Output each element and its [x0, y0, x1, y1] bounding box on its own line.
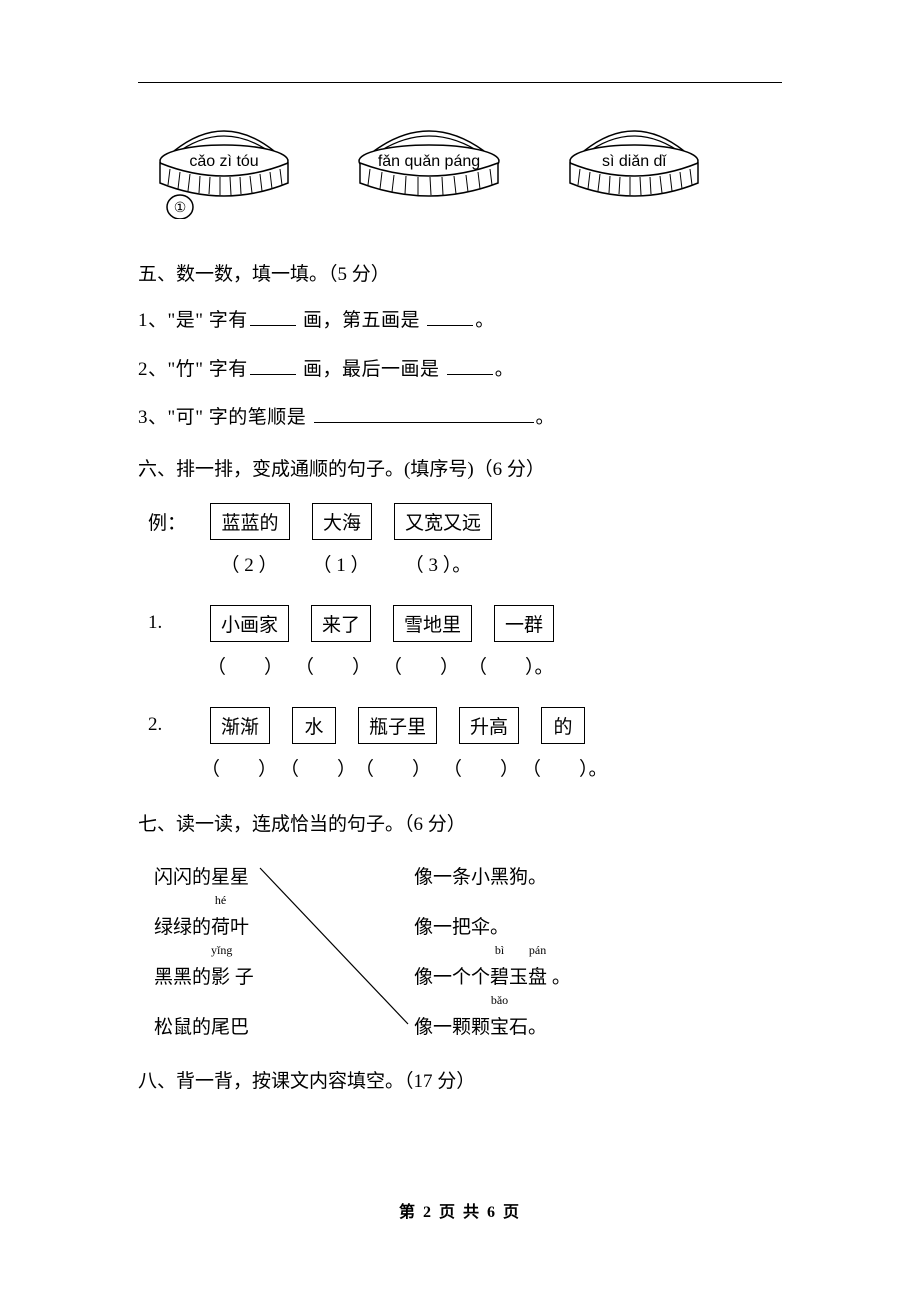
sec5-item-3: 3、"可" 字的笔顺是 。 — [138, 405, 782, 432]
match-left: 闪闪的星星 — [154, 858, 304, 898]
basket-1: cǎo zì tóu ① — [144, 119, 304, 219]
paren-slot[interactable]: （ 3 ）。 — [382, 550, 494, 577]
basket-2: fǎn quǎn páng — [344, 119, 514, 219]
sec6-answers: （ ）（ ）（ ）（ ）（ ）。 — [138, 754, 782, 781]
match-right: 像一把伞。 — [414, 908, 509, 948]
sec6-row-label: 2. — [148, 714, 188, 736]
footer-total: 6 — [487, 1204, 497, 1221]
blank[interactable] — [427, 308, 473, 326]
basket-3-pinyin: sì diǎn dǐ — [602, 153, 667, 170]
footer-suf: 页 — [503, 1204, 521, 1221]
match-row: 闪闪的星星 像一条小黑狗。 — [142, 858, 782, 898]
sec5-i2-pre: 2、"竹" 字有 — [138, 359, 248, 380]
paren-slot[interactable]: （ ） — [374, 652, 468, 679]
blank[interactable] — [250, 308, 296, 326]
sec5-i1-mid: 画，第五画是 — [298, 310, 426, 331]
sec6-row-label: 1. — [148, 612, 188, 634]
match-left: 松鼠的尾巴 — [154, 1008, 304, 1048]
paren-slot[interactable]: （ ） — [346, 754, 440, 781]
word-box: 瓶子里 — [358, 707, 437, 744]
page-footer: 第 2 页 共 6 页 — [0, 1198, 920, 1222]
top-rule — [138, 82, 782, 83]
sec6-answers: （ 2 ）（ 1 ）（ 3 ）。 — [138, 550, 782, 577]
footer-mid: 页 共 — [439, 1204, 481, 1221]
match-right: 像一个个bì碧玉pán盘 。 — [414, 958, 571, 998]
word-box: 一群 — [494, 605, 554, 642]
paren-slot[interactable]: （ ） — [198, 652, 292, 679]
sec5-item-1: 1、"是" 字有 画，第五画是 。 — [138, 308, 782, 335]
footer-pre: 第 — [399, 1204, 417, 1221]
match-left: 黑黑的yǐng影 子 — [154, 958, 304, 998]
word-box: 小画家 — [210, 605, 289, 642]
paren-slot[interactable]: （ ） — [198, 754, 280, 781]
paren-slot[interactable]: （ ）。 — [468, 652, 550, 679]
sec6-row: 例： 蓝蓝的大海又宽又远 — [138, 503, 782, 540]
word-box: 大海 — [312, 503, 372, 540]
footer-current: 2 — [423, 1204, 433, 1221]
paren-slot[interactable]: （ ） — [440, 754, 522, 781]
baskets-row: cǎo zì tóu ① fǎn quǎn páng — [138, 119, 782, 219]
sec7-title: 七、读一读，连成恰当的句子。（6 分） — [138, 809, 782, 836]
basket-1-pinyin: cǎo zì tóu — [189, 153, 258, 170]
blank[interactable] — [314, 405, 534, 423]
sec5-i2-post: 。 — [495, 359, 515, 380]
sec6-title: 六、排一排，变成通顺的句子。(填序号)（6 分） — [138, 454, 782, 481]
sec5-title: 五、数一数，填一填。（5 分） — [138, 259, 782, 286]
basket-3: sì diǎn dǐ — [554, 119, 714, 219]
sec5-i1-pre: 1、"是" 字有 — [138, 310, 248, 331]
sec6-container: 例： 蓝蓝的大海又宽又远 （ 2 ）（ 1 ）（ 3 ）。 1. 小画家来了雪地里一群 （… — [138, 503, 782, 781]
match-left: 绿绿的hé荷叶 — [154, 908, 304, 948]
paren-slot[interactable]: （ 1 ） — [300, 550, 382, 577]
sec5-i2-mid: 画，最后一画是 — [298, 359, 445, 380]
paren-slot[interactable]: （ ）。 — [522, 754, 588, 781]
basket-2-pinyin: fǎn quǎn páng — [378, 153, 480, 170]
word-box: 的 — [541, 707, 585, 744]
word-box: 蓝蓝的 — [210, 503, 290, 540]
paren-slot[interactable]: （ ） — [280, 754, 346, 781]
paren-slot[interactable]: （ ） — [292, 652, 374, 679]
paren-slot[interactable]: （ 2 ） — [198, 550, 300, 577]
match-row: 黑黑的yǐng影 子 像一个个bì碧玉pán盘 。 — [142, 958, 782, 998]
match-row: 松鼠的尾巴 像一颗颗bǎo宝石。 — [142, 1008, 782, 1048]
word-box: 升高 — [459, 707, 519, 744]
basket-1-badge: ① — [174, 201, 187, 216]
sec7-container: 闪闪的星星 像一条小黑狗。绿绿的hé荷叶 像一把伞。黑黑的yǐng影 子 像一个个bì… — [138, 858, 782, 1048]
sec6-row: 1. 小画家来了雪地里一群 — [138, 605, 782, 642]
sec8-title: 八、背一背，按课文内容填空。（17 分） — [138, 1066, 782, 1093]
word-box: 水 — [292, 707, 336, 744]
sec5-i3-post: 。 — [536, 407, 556, 428]
match-right: 像一颗颗bǎo宝石。 — [414, 1008, 547, 1048]
word-box: 又宽又远 — [394, 503, 492, 540]
sec6-answers: （ ）（ ）（ ）（ ）。 — [138, 652, 782, 679]
word-box: 来了 — [311, 605, 371, 642]
word-box: 渐渐 — [210, 707, 270, 744]
sec6-row: 2. 渐渐水瓶子里升高的 — [138, 707, 782, 744]
sec5-i1-post: 。 — [475, 310, 495, 331]
word-box: 雪地里 — [393, 605, 472, 642]
blank[interactable] — [447, 357, 493, 375]
sec6-row-label: 例： — [148, 508, 188, 535]
blank[interactable] — [250, 357, 296, 375]
sec5-item-2: 2、"竹" 字有 画，最后一画是 。 — [138, 357, 782, 384]
sec5-i3-pre: 3、"可" 字的笔顺是 — [138, 407, 312, 428]
match-row: 绿绿的hé荷叶 像一把伞。 — [142, 908, 782, 948]
match-right: 像一条小黑狗。 — [414, 858, 547, 898]
